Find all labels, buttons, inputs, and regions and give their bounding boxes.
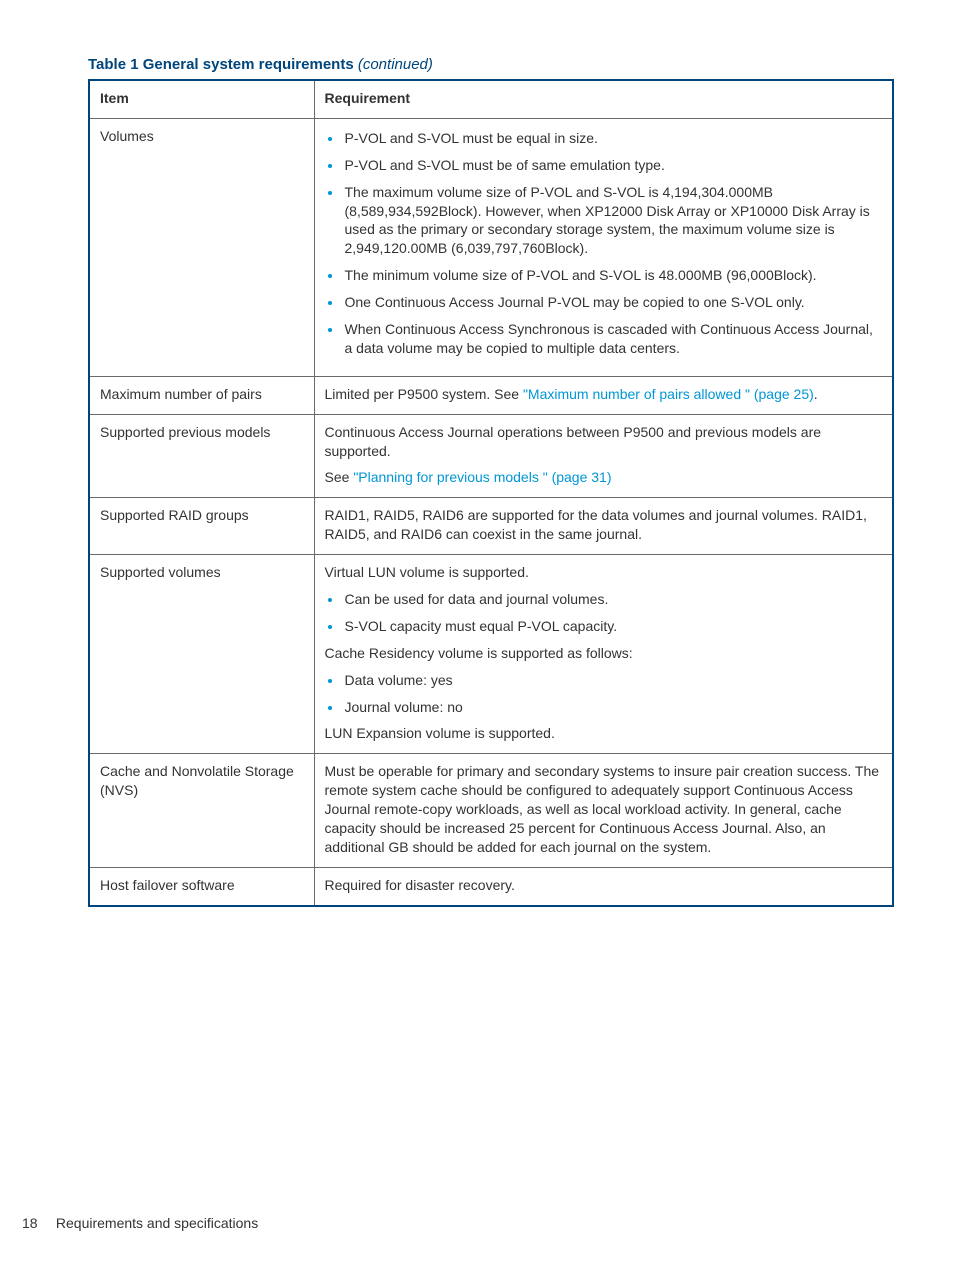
table-row: Supported RAID groups RAID1, RAID5, RAID… xyxy=(89,498,893,555)
bullet-list: Can be used for data and journal volumes… xyxy=(325,590,883,636)
caption-continued: (continued) xyxy=(358,56,433,73)
row-requirement: Required for disaster recovery. xyxy=(314,867,893,905)
cell-paragraph: Cache Residency volume is supported as f… xyxy=(325,644,883,663)
table-header-row: Item Requirement xyxy=(89,80,893,118)
table-caption: Table 1 General system requirements (con… xyxy=(88,56,894,73)
row-requirement: RAID1, RAID5, RAID6 are supported for th… xyxy=(314,498,893,555)
list-item: Data volume: yes xyxy=(343,671,883,690)
cell-paragraph: Virtual LUN volume is supported. xyxy=(325,563,883,582)
row-item: Cache and Nonvolatile Storage (NVS) xyxy=(89,754,314,867)
row-requirement: Continuous Access Journal operations bet… xyxy=(314,414,893,498)
cross-reference-link[interactable]: "Maximum number of pairs allowed " (page… xyxy=(523,386,814,402)
page-footer: 18 Requirements and specifications xyxy=(22,1215,258,1231)
row-item: Host failover software xyxy=(89,867,314,905)
row-requirement: Must be operable for primary and seconda… xyxy=(314,754,893,867)
text-before: Limited per P9500 system. See xyxy=(325,386,523,402)
list-item: S-VOL capacity must equal P-VOL capacity… xyxy=(343,617,883,636)
cell-paragraph: See "Planning for previous models " (pag… xyxy=(325,468,883,487)
list-item: The minimum volume size of P-VOL and S-V… xyxy=(343,266,883,285)
list-item: Can be used for data and journal volumes… xyxy=(343,590,883,609)
requirements-table: Item Requirement Volumes P-VOL and S-VOL… xyxy=(88,79,894,907)
list-item: When Continuous Access Synchronous is ca… xyxy=(343,320,883,358)
row-item: Supported volumes xyxy=(89,555,314,754)
row-item: Volumes xyxy=(89,118,314,376)
table-row: Cache and Nonvolatile Storage (NVS) Must… xyxy=(89,754,893,867)
header-item: Item xyxy=(89,80,314,118)
list-item: The maximum volume size of P-VOL and S-V… xyxy=(343,183,883,259)
cell-paragraph: LUN Expansion volume is supported. xyxy=(325,724,883,743)
row-item: Supported previous models xyxy=(89,414,314,498)
text-after: . xyxy=(814,386,818,402)
row-requirement: P-VOL and S-VOL must be equal in size. P… xyxy=(314,118,893,376)
cell-paragraph: Continuous Access Journal operations bet… xyxy=(325,423,883,461)
list-item: Journal volume: no xyxy=(343,698,883,717)
table-row: Maximum number of pairs Limited per P950… xyxy=(89,376,893,414)
footer-section-title: Requirements and specifications xyxy=(56,1215,258,1231)
caption-title: Table 1 General system requirements xyxy=(88,56,354,73)
row-item: Maximum number of pairs xyxy=(89,376,314,414)
table-row: Volumes P-VOL and S-VOL must be equal in… xyxy=(89,118,893,376)
header-requirement: Requirement xyxy=(314,80,893,118)
list-item: P-VOL and S-VOL must be equal in size. xyxy=(343,129,883,148)
row-requirement: Limited per P9500 system. See "Maximum n… xyxy=(314,376,893,414)
page-number: 18 xyxy=(22,1215,52,1231)
bullet-list: P-VOL and S-VOL must be equal in size. P… xyxy=(325,129,883,358)
text-before: See xyxy=(325,469,354,485)
row-item: Supported RAID groups xyxy=(89,498,314,555)
list-item: One Continuous Access Journal P-VOL may … xyxy=(343,293,883,312)
cross-reference-link[interactable]: "Planning for previous models " (page 31… xyxy=(353,469,611,485)
table-row: Supported previous models Continuous Acc… xyxy=(89,414,893,498)
bullet-list: Data volume: yes Journal volume: no xyxy=(325,671,883,717)
table-row: Host failover software Required for disa… xyxy=(89,867,893,905)
list-item: P-VOL and S-VOL must be of same emulatio… xyxy=(343,156,883,175)
page-container: Table 1 General system requirements (con… xyxy=(0,0,954,1271)
table-row: Supported volumes Virtual LUN volume is … xyxy=(89,555,893,754)
row-requirement: Virtual LUN volume is supported. Can be … xyxy=(314,555,893,754)
